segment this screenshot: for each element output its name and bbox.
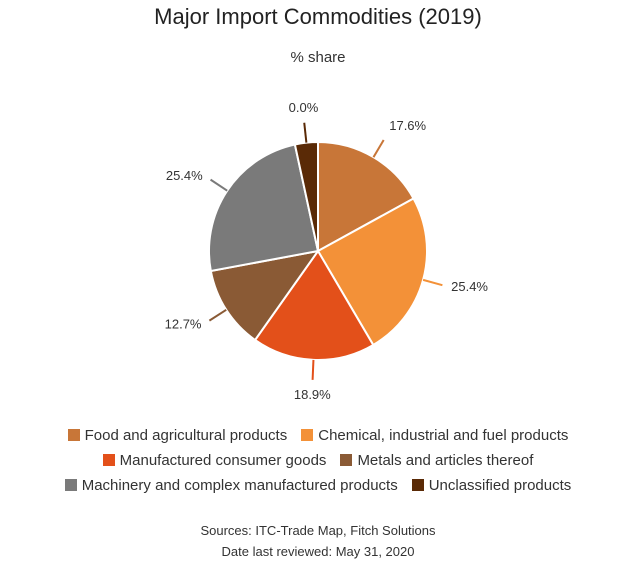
leader-line [208,308,227,322]
legend-swatch [340,454,353,466]
legend-row: Manufactured consumer goods Metals and a… [0,451,636,469]
data-label: 25.4% [166,168,203,183]
legend-item-food[interactable]: Food and agricultural products [67,426,288,444]
chart-title: Major Import Commodities (2019) [154,4,482,29]
legend-label: Chemical, industrial and fuel products [318,426,569,444]
legend-swatch [64,479,77,491]
legend-label: Food and agricultural products [84,426,288,444]
review-date: Date last reviewed: May 31, 2020 [221,544,415,559]
data-label: 0.0% [289,100,319,115]
leader-line [372,139,385,158]
data-label: 18.9% [294,387,331,402]
legend-item-manufactured[interactable]: Manufactured consumer goods [102,451,327,469]
legend-swatch [411,479,424,491]
pie-slice[interactable] [253,249,375,361]
legend-label: Metals and articles thereof [357,451,534,469]
chart-legend: Food and agricultural products Chemical,… [0,426,636,501]
data-label: 12.7% [165,316,202,331]
pie-slice[interactable] [317,140,415,253]
legend-swatch [67,429,80,441]
legend-item-chemical[interactable]: Chemical, industrial and fuel products [301,427,568,444]
leader-line [422,278,443,287]
legend-item-metals[interactable]: Metals and articles thereof [340,452,533,469]
legend-row: Food and agricultural products Chemical,… [0,426,636,444]
legend-row: Machinery and complex manufactured produ… [0,476,636,494]
legend-item-machinery[interactable]: Machinery and complex manufactured produ… [64,476,398,494]
legend-swatch [301,429,314,441]
legend-item-unclassified[interactable]: Unclassified products [411,476,572,494]
leader-line [311,359,315,380]
pie-chart: 17.6% 25.4% 18.9% 12.7% 25.4% 0.0% [165,100,489,402]
legend-label: Machinery and complex manufactured produ… [81,476,398,494]
pie-slice[interactable] [316,197,428,347]
legend-label: Unclassified products [428,476,572,494]
leader-line [303,122,308,143]
pie-slice[interactable] [293,140,319,252]
legend-label: Manufactured consumer goods [119,451,327,469]
data-label: 17.6% [389,118,426,133]
data-label: 25.4% [451,279,488,294]
leader-line [209,178,228,192]
source-note: Sources: ITC-Trade Map, Fitch Solutions [200,523,436,538]
legend-swatch [102,454,115,466]
chart-subtitle: % share [290,49,346,66]
